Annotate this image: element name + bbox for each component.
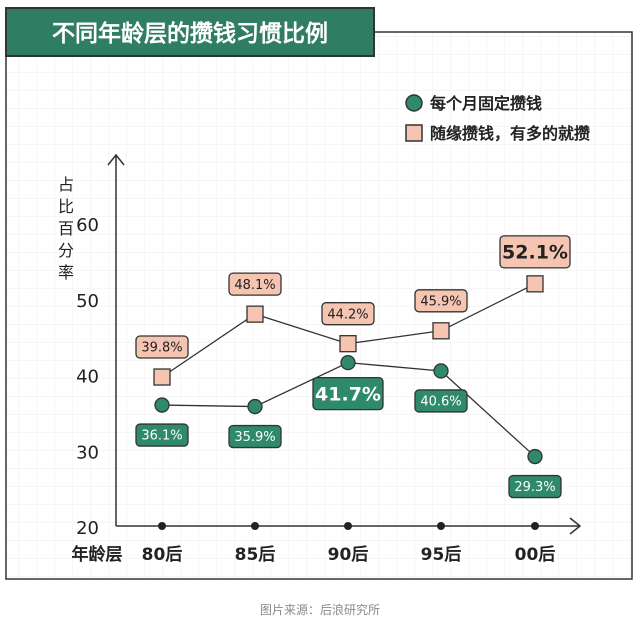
legend-label-monthly: 每个月固定攒钱 [430, 94, 542, 113]
data-label-monthly: 40.6% [420, 395, 461, 410]
x-tick-label: 95后 [421, 545, 462, 565]
y-axis-title-char: 占 [58, 175, 74, 194]
data-label-random: 44.2% [327, 307, 368, 322]
data-point-random [339, 335, 357, 353]
data-label-random-box [135, 335, 189, 359]
data-point-random [246, 305, 264, 323]
x-axis-title: 年龄层 [72, 544, 123, 565]
data-label-monthly: 36.1% [141, 429, 182, 444]
data-label-random: 48.1% [234, 278, 275, 293]
data-label-random: 45.9% [420, 294, 461, 309]
y-tick-label: 60 [76, 215, 99, 236]
y-tick-label: 30 [76, 442, 99, 463]
x-tick-label: 90后 [328, 545, 369, 565]
x-tick-label: 80后 [142, 545, 183, 565]
data-label-monthly: 41.7% [315, 383, 381, 405]
data-label-monthly-box [414, 389, 468, 413]
x-tick-dot [344, 522, 352, 530]
x-axis-arrow [569, 517, 582, 535]
y-tick-label: 20 [76, 518, 99, 539]
data-point-monthly [433, 363, 449, 379]
legend-label-random: 随缘攒钱，有多的就攒 [430, 124, 590, 143]
legend-marker-random [405, 124, 423, 142]
data-label-random: 52.1% [502, 242, 568, 264]
y-axis-arrow [107, 153, 125, 166]
data-point-monthly [340, 354, 356, 371]
chart-title: 不同年龄层的攒钱习惯比例 [52, 20, 328, 47]
data-label-random-box [499, 235, 571, 269]
plot-area: 36.1% 35.9% 41.7% 40.6% 29.3% 39.8% 48.1% 44.2%… [135, 235, 571, 499]
data-label-random-box [321, 302, 375, 326]
data-label-monthly-box [228, 424, 282, 449]
data-label-random: 39.8% [141, 341, 182, 356]
data-label-monthly: 35.9% [234, 430, 275, 445]
x-tick-dot [251, 522, 259, 530]
source-credit: 图片来源：后浪研究所 [260, 602, 380, 617]
y-tick-label: 50 [76, 291, 99, 312]
y-axis-title-char: 比 [58, 197, 74, 216]
y-axis-title-char: 百 [58, 219, 74, 238]
data-label-monthly-box [312, 376, 384, 411]
data-point-monthly [527, 448, 543, 465]
data-point-random [432, 322, 450, 340]
y-axis-title-char: 率 [58, 263, 74, 282]
y-axis-title-char: 分 [58, 241, 74, 260]
x-tick-dot [158, 522, 166, 530]
data-label-monthly: 29.3% [514, 480, 555, 495]
x-tick-label: 85后 [235, 545, 276, 565]
data-label-random-box [414, 289, 468, 313]
data-label-random-box [228, 272, 282, 296]
x-tick-dot [531, 522, 539, 530]
x-tick-dot [437, 522, 445, 530]
data-point-monthly [247, 398, 263, 415]
legend-marker-monthly [405, 94, 423, 112]
x-tick-label: 00后 [515, 545, 556, 565]
data-point-random [526, 275, 544, 293]
y-tick-label: 40 [76, 367, 99, 388]
data-point-random [153, 368, 171, 386]
data-label-monthly-box [135, 423, 189, 447]
data-point-monthly [154, 397, 170, 413]
data-label-monthly-box [508, 474, 562, 499]
title-banner [5, 7, 375, 57]
